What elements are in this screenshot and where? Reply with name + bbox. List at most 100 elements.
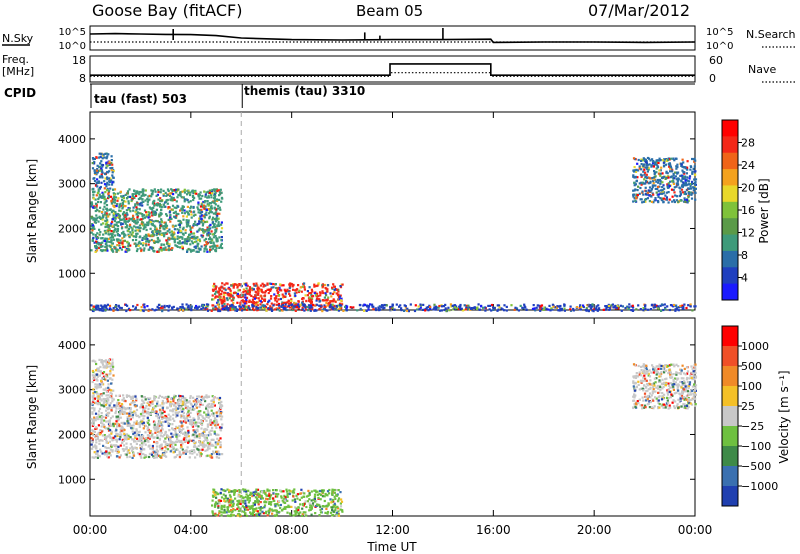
echo-cell bbox=[103, 434, 106, 437]
echo-cell bbox=[195, 402, 198, 405]
echo-cell bbox=[162, 193, 165, 196]
echo-cell bbox=[118, 205, 121, 208]
echo-cell bbox=[153, 399, 156, 402]
echo-cell bbox=[646, 193, 649, 196]
echo-cell bbox=[90, 224, 93, 228]
echo-cell bbox=[683, 182, 686, 185]
echo-cell bbox=[101, 452, 104, 455]
echo-cell bbox=[218, 191, 221, 194]
echo-cell bbox=[230, 299, 233, 302]
echo-cell bbox=[176, 448, 179, 451]
echo-cell bbox=[209, 441, 212, 444]
echo-cell bbox=[123, 435, 126, 438]
echo-cell bbox=[246, 494, 250, 498]
echo-cell bbox=[444, 303, 447, 306]
echo-cell bbox=[107, 237, 110, 240]
echo-cell bbox=[135, 234, 138, 238]
echo-cell bbox=[106, 178, 109, 181]
echo-cell bbox=[92, 233, 95, 236]
echo-cell bbox=[206, 234, 209, 237]
echo-cell bbox=[226, 293, 229, 296]
echo-cell bbox=[156, 424, 159, 427]
echo-cell bbox=[144, 406, 147, 410]
echo-cell bbox=[448, 309, 451, 312]
echo-cell bbox=[192, 433, 195, 436]
echo-cell bbox=[94, 206, 97, 209]
echo-cell bbox=[109, 245, 112, 248]
echo-cell bbox=[639, 186, 642, 190]
echo-cell bbox=[227, 287, 230, 290]
echo-cell bbox=[102, 402, 105, 405]
echo-cell bbox=[206, 439, 209, 442]
echo-cell bbox=[108, 170, 111, 173]
echo-cell bbox=[300, 303, 303, 306]
echo-cell bbox=[144, 398, 147, 401]
echo-cell bbox=[688, 187, 691, 190]
echo-cell bbox=[99, 249, 102, 252]
echo-cell bbox=[214, 235, 217, 238]
echo-cell bbox=[219, 309, 222, 313]
echo-cell bbox=[183, 440, 186, 443]
echo-cell bbox=[150, 189, 153, 192]
echo-cell bbox=[232, 296, 235, 299]
echo-cell bbox=[668, 158, 671, 161]
echo-cell bbox=[190, 232, 193, 235]
echo-cell bbox=[200, 443, 203, 447]
echo-cell bbox=[168, 245, 171, 248]
echo-cell bbox=[122, 422, 125, 425]
echo-cell bbox=[105, 161, 108, 164]
echo-cell bbox=[206, 446, 210, 449]
echo-cell bbox=[96, 450, 99, 453]
echo-cell bbox=[135, 429, 138, 432]
echo-cell bbox=[217, 306, 220, 309]
echo-cell bbox=[123, 428, 126, 432]
echo-cell bbox=[158, 420, 161, 423]
echo-cell bbox=[217, 223, 220, 226]
echo-cell bbox=[572, 309, 575, 312]
echo-cell bbox=[218, 426, 222, 429]
echo-cell bbox=[121, 218, 124, 221]
echo-cell bbox=[219, 408, 222, 411]
echo-cell bbox=[142, 192, 145, 195]
echo-cell bbox=[163, 205, 166, 208]
echo-cell bbox=[172, 305, 175, 308]
echo-cell bbox=[108, 388, 111, 391]
echo-cell bbox=[171, 189, 174, 193]
echo-cell bbox=[94, 198, 97, 201]
echo-cell bbox=[251, 298, 255, 301]
echo-cell bbox=[187, 413, 190, 416]
echo-cell bbox=[145, 455, 148, 458]
echo-cell bbox=[638, 182, 641, 185]
echo-cell bbox=[151, 433, 154, 436]
echo-cell bbox=[177, 399, 180, 402]
echo-cell bbox=[111, 363, 114, 366]
echo-cell bbox=[227, 309, 230, 312]
echo-cell bbox=[647, 166, 650, 169]
echo-cell bbox=[223, 291, 226, 294]
echo-cell bbox=[90, 304, 93, 307]
echo-cell bbox=[161, 435, 164, 438]
echo-cell bbox=[226, 282, 229, 285]
echo-cell bbox=[113, 193, 116, 196]
echo-cell bbox=[181, 414, 184, 417]
echo-cell bbox=[661, 189, 664, 192]
noise-right-tick-bottom: 10^0 bbox=[706, 41, 733, 52]
echo-cell bbox=[128, 217, 131, 220]
echo-cell bbox=[467, 304, 470, 307]
echo-cell bbox=[452, 308, 455, 311]
echo-cell bbox=[250, 505, 253, 508]
echo-cell bbox=[92, 418, 95, 421]
echo-cell bbox=[148, 437, 151, 440]
echo-cell bbox=[425, 306, 428, 309]
echo-cell bbox=[211, 423, 214, 426]
echo-cell bbox=[180, 307, 183, 310]
echo-cell bbox=[640, 159, 643, 162]
echo-cell bbox=[111, 234, 114, 237]
echo-cell bbox=[105, 212, 108, 215]
echo-cell bbox=[202, 396, 205, 399]
freq-unit-label: [MHz] bbox=[2, 65, 34, 78]
echo-cell bbox=[175, 191, 178, 194]
echo-cell bbox=[659, 182, 662, 185]
echo-cell bbox=[220, 488, 223, 491]
echo-cell bbox=[106, 181, 109, 184]
